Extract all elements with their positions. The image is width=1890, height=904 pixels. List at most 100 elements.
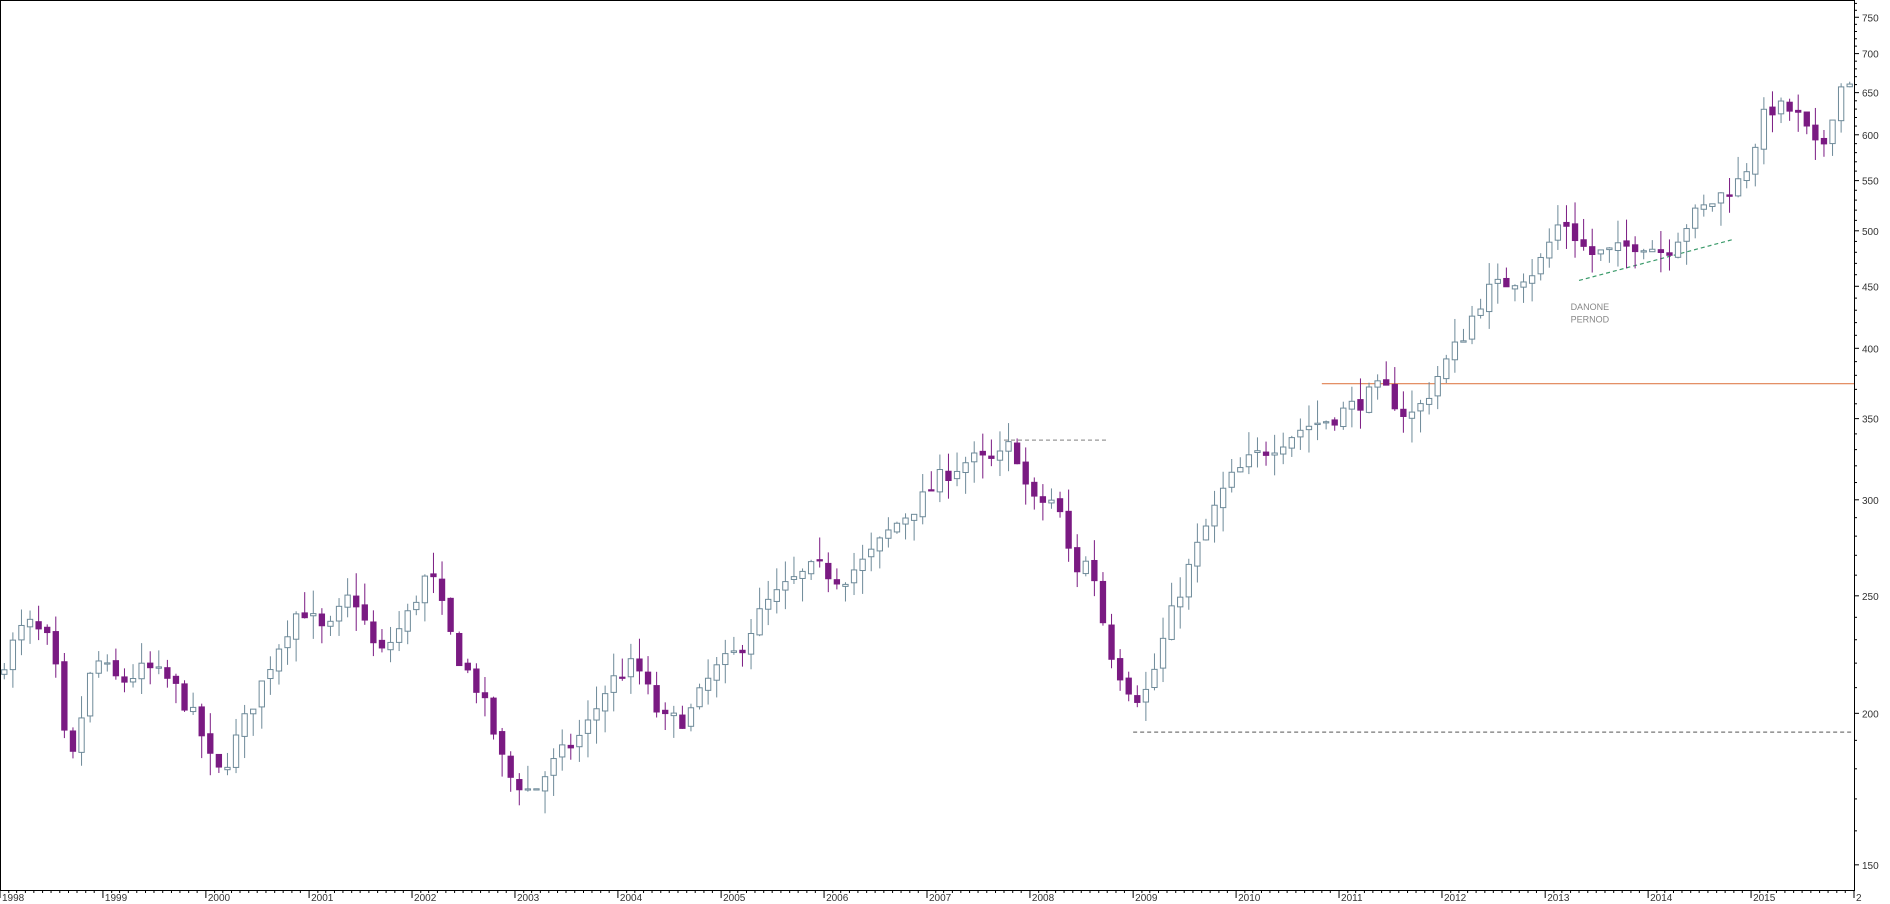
candle-body <box>86 672 94 717</box>
candle-body <box>1812 124 1819 141</box>
candle-body <box>232 734 240 768</box>
candle-body <box>1717 192 1725 204</box>
x-tick-label: 2004 <box>620 893 643 904</box>
candle-body <box>1314 422 1321 426</box>
candle-body <box>1554 224 1562 241</box>
candle-body <box>1451 341 1459 361</box>
candle-body <box>1674 241 1682 258</box>
candle-body <box>224 766 231 771</box>
candle-body <box>1254 450 1261 453</box>
candle-body <box>653 685 660 713</box>
candle-body <box>756 608 763 636</box>
candle-body <box>1846 83 1853 88</box>
candle-body <box>799 570 806 579</box>
x-tick-label: 2011 <box>1341 893 1363 904</box>
y-tick-label: 600 <box>1862 131 1879 142</box>
candle-body <box>378 639 386 649</box>
candle-body <box>773 589 780 602</box>
candle-body <box>1666 252 1673 256</box>
candle-body <box>1005 441 1012 452</box>
candle-body <box>1468 315 1476 340</box>
candle-body <box>1829 119 1836 145</box>
candle-body <box>1460 340 1467 343</box>
candle-body <box>1357 399 1364 411</box>
candle-body <box>421 575 429 604</box>
candle-body <box>301 612 308 619</box>
candle-body <box>121 676 128 683</box>
candle-body <box>1649 248 1656 253</box>
candle-body <box>1297 429 1304 438</box>
chart-frame <box>0 0 1855 891</box>
candle-body <box>181 683 188 711</box>
candle-body <box>1563 221 1570 227</box>
y-tick-label: 200 <box>1862 709 1879 720</box>
candle-body <box>1408 411 1416 419</box>
candle-body <box>833 579 841 585</box>
y-tick-label: 150 <box>1862 861 1879 872</box>
x-tick-label: 1999 <box>105 893 128 904</box>
candle-body <box>1211 504 1218 527</box>
candle-body <box>996 450 1004 461</box>
candle-body <box>1580 239 1587 247</box>
x-tick-label: 2015 <box>1753 893 1776 904</box>
candle-body <box>241 713 248 737</box>
x-tick-label: 2005 <box>723 893 746 904</box>
candle-body <box>395 628 403 643</box>
candle-body <box>69 730 77 752</box>
candle-body <box>275 648 283 672</box>
candle-body <box>1743 171 1750 182</box>
candle-body <box>129 678 137 683</box>
candle-body <box>1837 86 1845 122</box>
candle-body <box>353 595 360 608</box>
candle-body <box>1074 547 1081 573</box>
candle-body <box>1640 250 1647 253</box>
candle-body <box>610 675 617 693</box>
candle-body <box>258 680 265 708</box>
candle-body <box>310 613 317 617</box>
candle-body <box>1134 695 1141 703</box>
candle-body <box>567 744 574 749</box>
candle-body <box>1769 106 1776 116</box>
candle-body <box>1709 203 1716 207</box>
candle-body <box>533 788 540 791</box>
candle-body <box>739 649 746 654</box>
candle-body <box>1734 178 1742 197</box>
candle-body <box>825 562 832 580</box>
candle-body <box>335 605 343 622</box>
candle-body <box>1348 400 1356 410</box>
x-tick-label: 2003 <box>517 893 540 904</box>
x-tick-label: 2002 <box>414 893 437 904</box>
candle-body <box>1031 481 1038 497</box>
y-tick-label: 400 <box>1862 344 1879 355</box>
candle-body <box>876 537 883 552</box>
candle-body <box>1237 467 1244 473</box>
x-tick-label: 2006 <box>826 893 849 904</box>
candle-body <box>885 529 892 539</box>
candles <box>1 81 1853 814</box>
y-tick-label: 650 <box>1862 89 1879 100</box>
x-tick-label: 1998 <box>2 893 25 904</box>
candle-body <box>1322 421 1330 424</box>
candle-body <box>26 618 34 628</box>
candle-body <box>1245 454 1253 468</box>
y-tick-label: 450 <box>1862 282 1879 293</box>
candle-body <box>344 594 351 608</box>
candle-body <box>1503 277 1510 288</box>
candle-body <box>250 708 257 715</box>
candle-body <box>1108 624 1115 660</box>
candle-body <box>1752 146 1759 175</box>
candle-body <box>559 744 566 758</box>
candle-body <box>404 610 411 632</box>
candle-body <box>850 569 858 584</box>
candle-body <box>1486 283 1493 313</box>
candle-body <box>919 491 926 518</box>
candle-body <box>670 712 677 717</box>
candle-body <box>1039 496 1047 503</box>
x-tick-label: 2013 <box>1547 893 1570 904</box>
candle-body <box>1374 380 1381 388</box>
y-tick-label: 250 <box>1862 592 1879 603</box>
candle-body <box>601 693 609 712</box>
candle-body <box>61 661 68 731</box>
candle-body <box>679 714 686 729</box>
